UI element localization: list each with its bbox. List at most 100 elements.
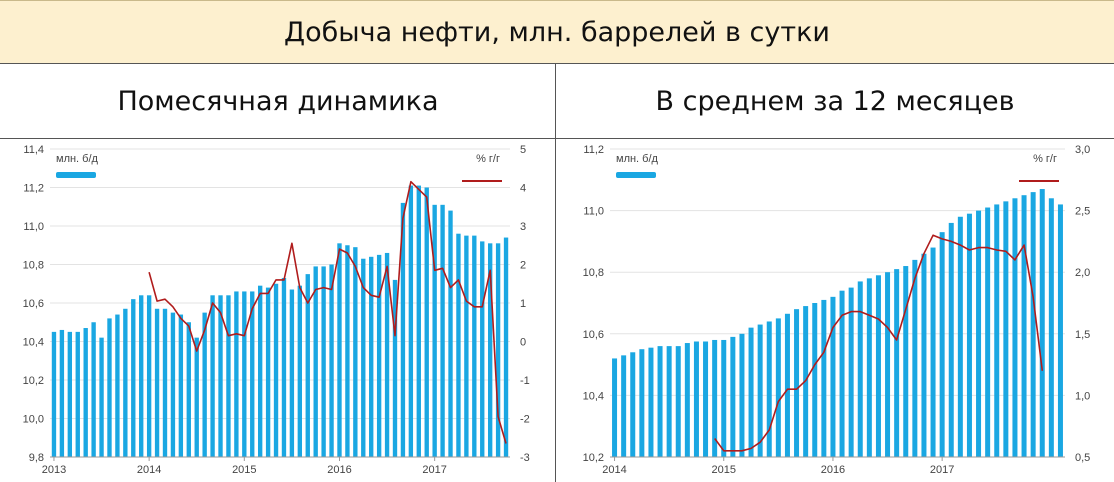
bar	[976, 210, 982, 457]
bar	[912, 259, 918, 457]
x-tick-label: 2016	[821, 464, 845, 476]
y2-tick-label: 1	[520, 298, 526, 310]
bar	[329, 264, 334, 457]
y-tick-label: 10,8	[583, 267, 604, 279]
y2-tick-label: 1,5	[1075, 329, 1090, 341]
bar	[495, 243, 501, 457]
bar	[313, 266, 318, 457]
page-title: Добыча нефти, млн. баррелей в сутки	[0, 0, 1114, 64]
bar	[456, 233, 461, 457]
y-tick-label: 10,0	[23, 414, 44, 426]
bar	[1012, 198, 1018, 457]
bar	[289, 289, 295, 457]
bar	[416, 185, 421, 457]
bar	[59, 329, 65, 457]
y-tick-label: 10,8	[23, 260, 44, 272]
bar	[400, 202, 406, 457]
bar	[369, 256, 374, 457]
y-tick-label: 10,2	[23, 375, 44, 387]
bar	[51, 331, 57, 457]
y-tick-label: 10,4	[23, 337, 44, 349]
bar	[921, 253, 927, 457]
bar	[250, 291, 255, 457]
left-panel-title: Помесячная динамика	[0, 64, 556, 139]
bar	[99, 337, 104, 457]
bar	[821, 299, 827, 457]
bar	[353, 247, 358, 457]
bar	[408, 185, 414, 457]
bar	[297, 285, 303, 457]
bar	[985, 207, 991, 457]
bar	[712, 339, 718, 457]
bar	[384, 252, 390, 457]
bar	[83, 328, 88, 457]
bar	[784, 313, 790, 457]
y2-tick-label: 1,0	[1075, 390, 1090, 402]
bar	[930, 247, 936, 457]
bar	[202, 312, 207, 457]
y-tick-label: 11,2	[23, 183, 44, 195]
bar	[866, 278, 872, 457]
y2-tick-label: 0,5	[1075, 452, 1090, 464]
bar	[830, 296, 836, 457]
bar	[503, 237, 509, 457]
bar	[966, 213, 972, 457]
bar	[337, 243, 342, 457]
bar	[957, 216, 963, 457]
bar	[345, 245, 350, 457]
legend-bar-swatch	[616, 172, 656, 178]
bar	[487, 243, 493, 457]
bar	[1048, 198, 1054, 457]
right-panel-title: В среднем за 12 месяцев	[556, 64, 1114, 139]
bar	[703, 341, 709, 457]
x-tick-label: 2014	[602, 464, 626, 476]
bar	[448, 210, 453, 457]
bar	[210, 295, 215, 457]
y2-tick-label: 4	[520, 183, 526, 195]
bar	[775, 318, 781, 457]
bar	[757, 324, 763, 457]
y-tick-label: 11,2	[583, 144, 604, 156]
bar	[684, 343, 690, 457]
bar	[1003, 201, 1009, 457]
y-tick-label: 11,0	[23, 221, 44, 233]
bar	[162, 308, 168, 457]
bar	[630, 352, 636, 457]
y2-tick-label: -2	[520, 414, 530, 426]
bar	[107, 318, 112, 457]
bar	[657, 346, 663, 457]
y-tick-label: 10,2	[583, 452, 604, 464]
legend-line-label: % г/г	[1033, 153, 1057, 165]
bar	[903, 266, 909, 457]
bar	[812, 303, 818, 457]
bar	[305, 274, 310, 457]
bar	[666, 346, 672, 457]
monthly-chart: 9,8 10,0 10,2 10,4 10,6 10,8 11,0 11,2 11,4 -3 -2 -…	[23, 144, 530, 476]
bar	[146, 295, 152, 457]
bar	[75, 331, 80, 457]
bar	[281, 277, 287, 457]
y2-tick-label: -1	[520, 375, 530, 387]
bar	[392, 279, 398, 457]
bar	[621, 355, 627, 457]
bar	[848, 287, 854, 457]
bar	[839, 290, 845, 457]
yoy-line	[148, 180, 507, 444]
y2-tick-label: 5	[520, 144, 526, 156]
bar	[265, 287, 271, 457]
bar	[186, 322, 191, 457]
bar	[472, 235, 477, 457]
bar	[440, 204, 445, 457]
bar	[67, 331, 73, 457]
bar	[131, 299, 136, 457]
bar	[194, 337, 199, 457]
bar	[721, 339, 727, 457]
bar	[273, 283, 279, 457]
bar	[170, 312, 176, 457]
x-tick-label: 2017	[422, 464, 446, 476]
bar	[1039, 189, 1045, 457]
y2-tick-label: 2	[520, 260, 526, 272]
annual-average-chart: 10,2 10,4 10,6 10,8 11,0 11,2 0,5 1,0 1,5 2,0 2,5 3…	[583, 144, 1091, 476]
bar	[1030, 192, 1036, 457]
bar	[994, 204, 1000, 457]
